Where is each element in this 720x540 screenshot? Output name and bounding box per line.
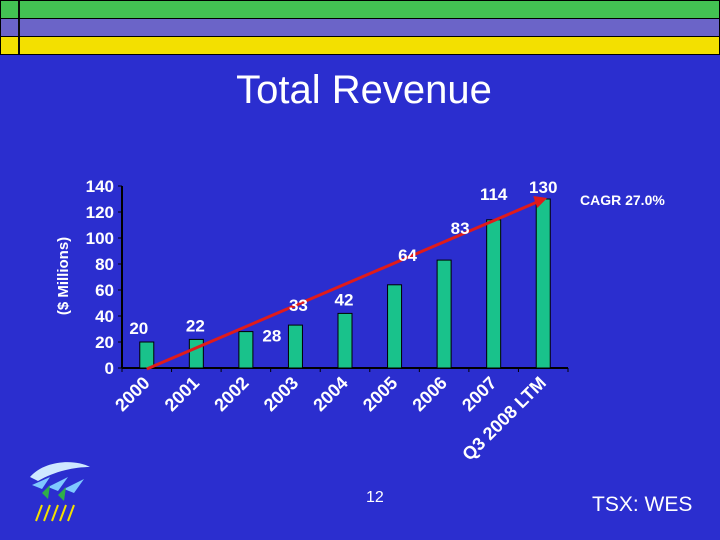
bar (287, 324, 303, 369)
bar (139, 341, 155, 369)
data-label: 20 (129, 319, 148, 338)
data-label: 42 (335, 290, 354, 309)
x-tick-label: 2007 (458, 373, 500, 415)
x-tick-label: 2000 (111, 373, 153, 415)
ticker-symbol: TSX: WES (592, 493, 693, 516)
y-tick-label: 0 (105, 359, 114, 378)
y-axis-label: ($ Millions) (55, 237, 72, 315)
data-label: 64 (398, 246, 417, 265)
data-label: 22 (186, 316, 205, 335)
x-tick-label: 2001 (161, 373, 203, 415)
y-tick-label: 80 (95, 255, 114, 274)
slide-title: Total Revenue (236, 68, 492, 112)
x-tick-label: 2003 (260, 373, 302, 415)
data-label: 28 (262, 327, 281, 346)
trend-arrowhead (533, 196, 548, 208)
bar (337, 312, 353, 369)
bar (238, 331, 254, 369)
bar (486, 219, 502, 369)
x-tick-label: 2004 (309, 373, 351, 415)
bar (188, 338, 204, 369)
cagr-label: CAGR 27.0% (580, 192, 665, 208)
y-tick-label: 40 (95, 307, 114, 326)
trend-line (146, 200, 538, 371)
y-tick-label: 120 (86, 203, 114, 222)
x-tick-label: 2006 (408, 373, 450, 415)
data-label: 83 (451, 219, 470, 238)
company-logo-icon (30, 462, 90, 522)
x-tick-label: 2005 (359, 373, 401, 415)
bar (535, 198, 551, 369)
bar (436, 259, 452, 369)
y-tick-label: 60 (95, 281, 114, 300)
data-label: 114 (480, 185, 508, 204)
top-yellow-band (0, 36, 720, 55)
data-label: 130 (529, 178, 557, 197)
y-tick-label: 100 (86, 229, 114, 248)
y-tick-label: 140 (86, 177, 114, 196)
x-tick-label: 2002 (210, 373, 252, 415)
bar (387, 284, 403, 369)
page-number: 12 (366, 489, 384, 506)
y-tick-label: 20 (95, 333, 114, 352)
data-label: 33 (289, 296, 308, 315)
